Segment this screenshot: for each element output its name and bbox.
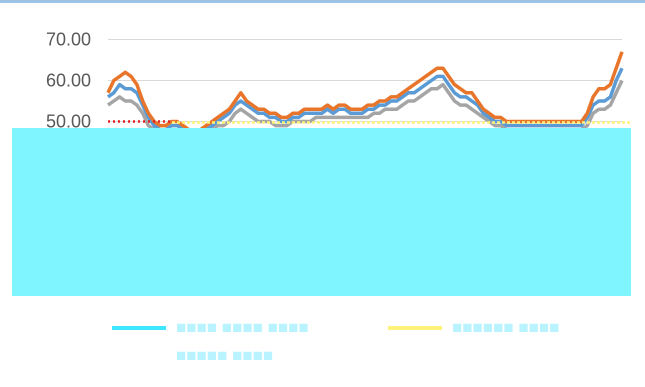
top-border [0, 0, 645, 3]
y-tick-label: 50.00 [46, 112, 91, 132]
legend: ■■■■ ■■■■ ■■■■ ■■■■■■ ■■■■ ■■■■■ ■■■■ [112, 318, 632, 378]
legend-label-2: ■■■■■■ ■■■■ [452, 318, 560, 337]
legend-item-3: ■■■■■ ■■■■ [176, 346, 273, 366]
series-line-2 [106, 67, 624, 136]
series-lines [106, 51, 624, 140]
occlusion-overlay [12, 128, 631, 296]
legend-swatch-2 [388, 326, 442, 330]
legend-item-2: ■■■■■■ ■■■■ [388, 318, 559, 338]
y-tick-label: 60.00 [46, 71, 91, 91]
legend-swatch-1 [112, 326, 166, 330]
legend-label-3: ■■■■■ ■■■■ [176, 346, 274, 365]
legend-item-1: ■■■■ ■■■■ ■■■■ [112, 318, 309, 338]
legend-label-1: ■■■■ ■■■■ ■■■■ [176, 318, 309, 337]
y-tick-label: 70.00 [46, 30, 91, 50]
reference-line [108, 120, 630, 124]
